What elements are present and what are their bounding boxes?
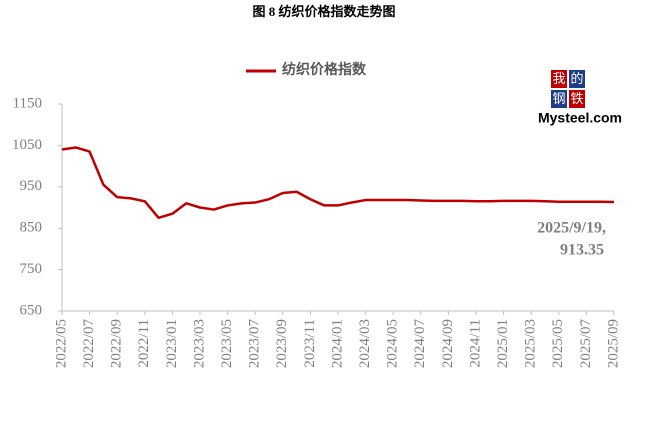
logo-char: 的 (570, 71, 583, 86)
x-tick-label: 2022/05 (53, 319, 69, 368)
x-tick-label: 2024/05 (385, 319, 401, 368)
logo-char: 我 (552, 71, 565, 86)
logo-char: 铁 (570, 91, 583, 106)
x-tick-label: 2025/09 (605, 319, 621, 368)
x-tick-label: 2023/07 (247, 319, 263, 369)
logo-box (551, 70, 567, 88)
logo: 我 的 钢 铁 Mysteel.com (538, 70, 622, 126)
annotation: 913.35 (560, 242, 604, 259)
x-tick-label: 2024/01 (329, 319, 345, 368)
y-tick-label: 850 (20, 220, 43, 236)
x-tick-label: 2025/03 (523, 319, 539, 368)
y-tick-label: 1150 (13, 95, 42, 111)
y-tick-label: 650 (20, 302, 43, 318)
y-tick-label: 750 (20, 261, 43, 277)
x-tick-label: 2022/11 (136, 319, 152, 368)
x-tick-label: 2024/11 (467, 319, 483, 368)
x-tick-label: 2024/09 (440, 319, 456, 368)
logo-box (569, 90, 585, 108)
logo-box (569, 70, 585, 88)
line-series (61, 146, 615, 220)
x-tick-label: 2025/07 (578, 319, 594, 369)
y-tick-label: 1050 (12, 137, 42, 153)
x-tick-label: 2023/05 (219, 319, 235, 368)
y-tick-label: 950 (20, 178, 43, 194)
x-tick-label: 2024/07 (412, 319, 428, 369)
annotation: 2025/9/19, (537, 220, 606, 237)
legend-label: 纺织价格指数 (282, 61, 367, 78)
x-tick-label: 2023/01 (164, 319, 180, 368)
x-tick-label: 2025/05 (550, 319, 566, 368)
x-tick-label: 2025/01 (495, 319, 511, 368)
logo-text: Mysteel.com (538, 110, 622, 126)
x-tick-label: 2023/03 (191, 319, 207, 368)
x-tick-label: 2022/07 (81, 319, 97, 369)
chart-title: 图 8 纺织价格指数走势图 (252, 4, 395, 19)
x-tick-label: 2023/09 (274, 319, 290, 368)
logo-char: 钢 (552, 91, 565, 106)
x-tick-label: 2022/09 (109, 319, 125, 368)
logo-box (551, 90, 567, 108)
x-tick-label: 2023/11 (302, 319, 318, 368)
x-tick-label: 2024/03 (357, 319, 373, 368)
